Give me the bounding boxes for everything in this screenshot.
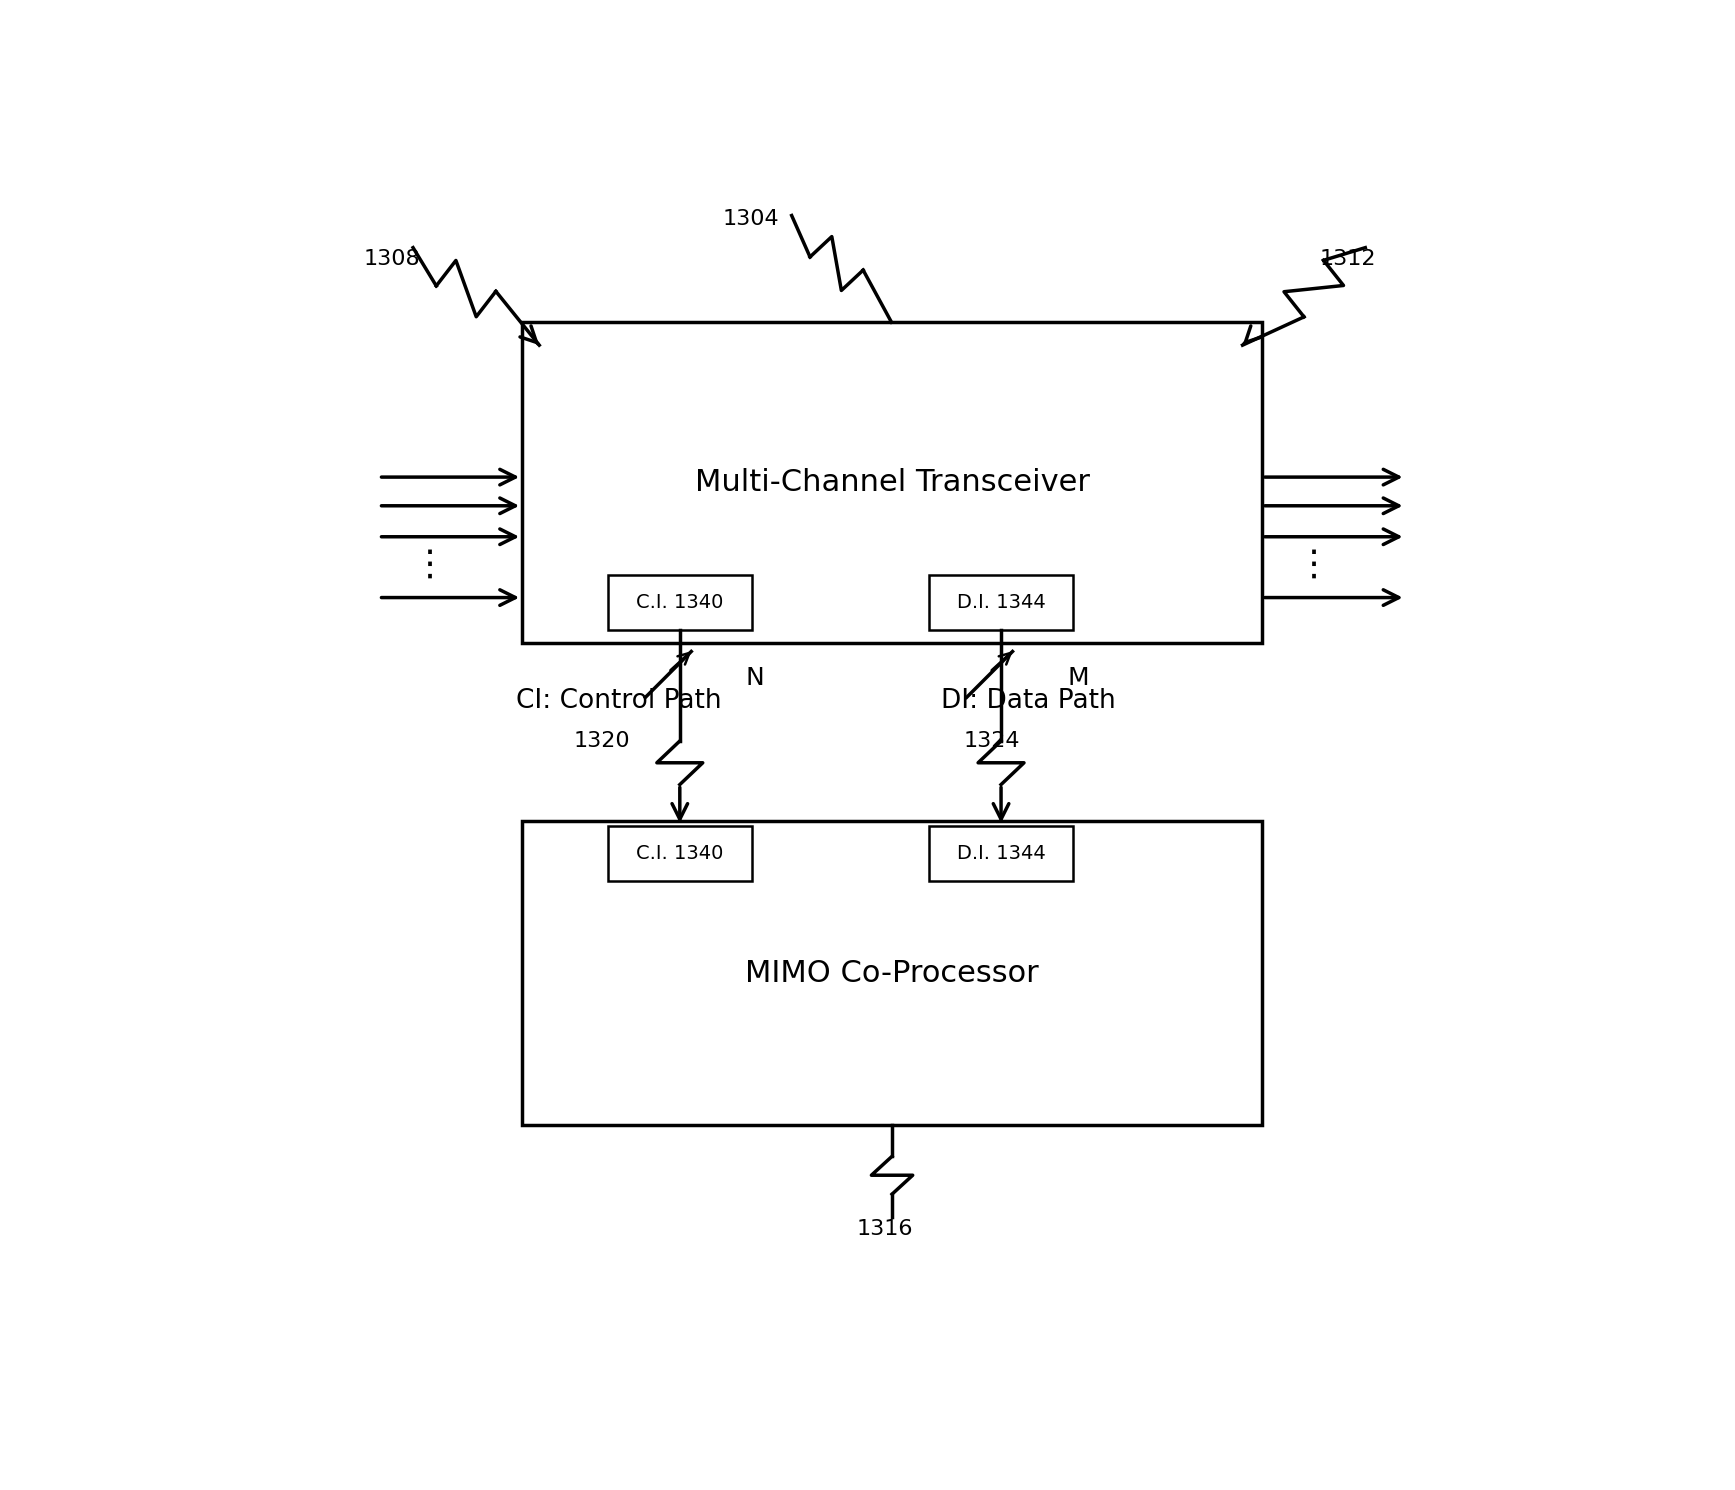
Text: M: M [1067, 666, 1088, 690]
Text: 1312: 1312 [1319, 249, 1376, 270]
Bar [930, 575, 1072, 630]
Text: 1320: 1320 [574, 732, 630, 751]
Text: C.I. 1340: C.I. 1340 [637, 843, 723, 863]
Text: 1304: 1304 [723, 209, 779, 229]
Text: DI: Data Path: DI: Data Path [940, 688, 1116, 714]
Text: 1324: 1324 [963, 732, 1020, 751]
Text: ⋮: ⋮ [413, 547, 448, 581]
Text: 1316: 1316 [857, 1219, 913, 1238]
Bar [607, 575, 751, 630]
Text: MIMO Co-Processor: MIMO Co-Processor [744, 958, 1039, 988]
Text: C.I. 1340: C.I. 1340 [637, 593, 723, 612]
Bar [930, 825, 1072, 881]
Text: D.I. 1344: D.I. 1344 [956, 843, 1046, 863]
Text: CI: Control Path: CI: Control Path [517, 688, 722, 714]
Bar [522, 322, 1261, 644]
Text: ⋮: ⋮ [1296, 547, 1332, 581]
Text: 1308: 1308 [364, 249, 420, 270]
Bar [607, 825, 751, 881]
Text: N: N [746, 666, 765, 690]
Bar [522, 821, 1261, 1125]
Text: Multi-Channel Transceiver: Multi-Channel Transceiver [694, 468, 1090, 498]
Text: D.I. 1344: D.I. 1344 [956, 593, 1046, 612]
